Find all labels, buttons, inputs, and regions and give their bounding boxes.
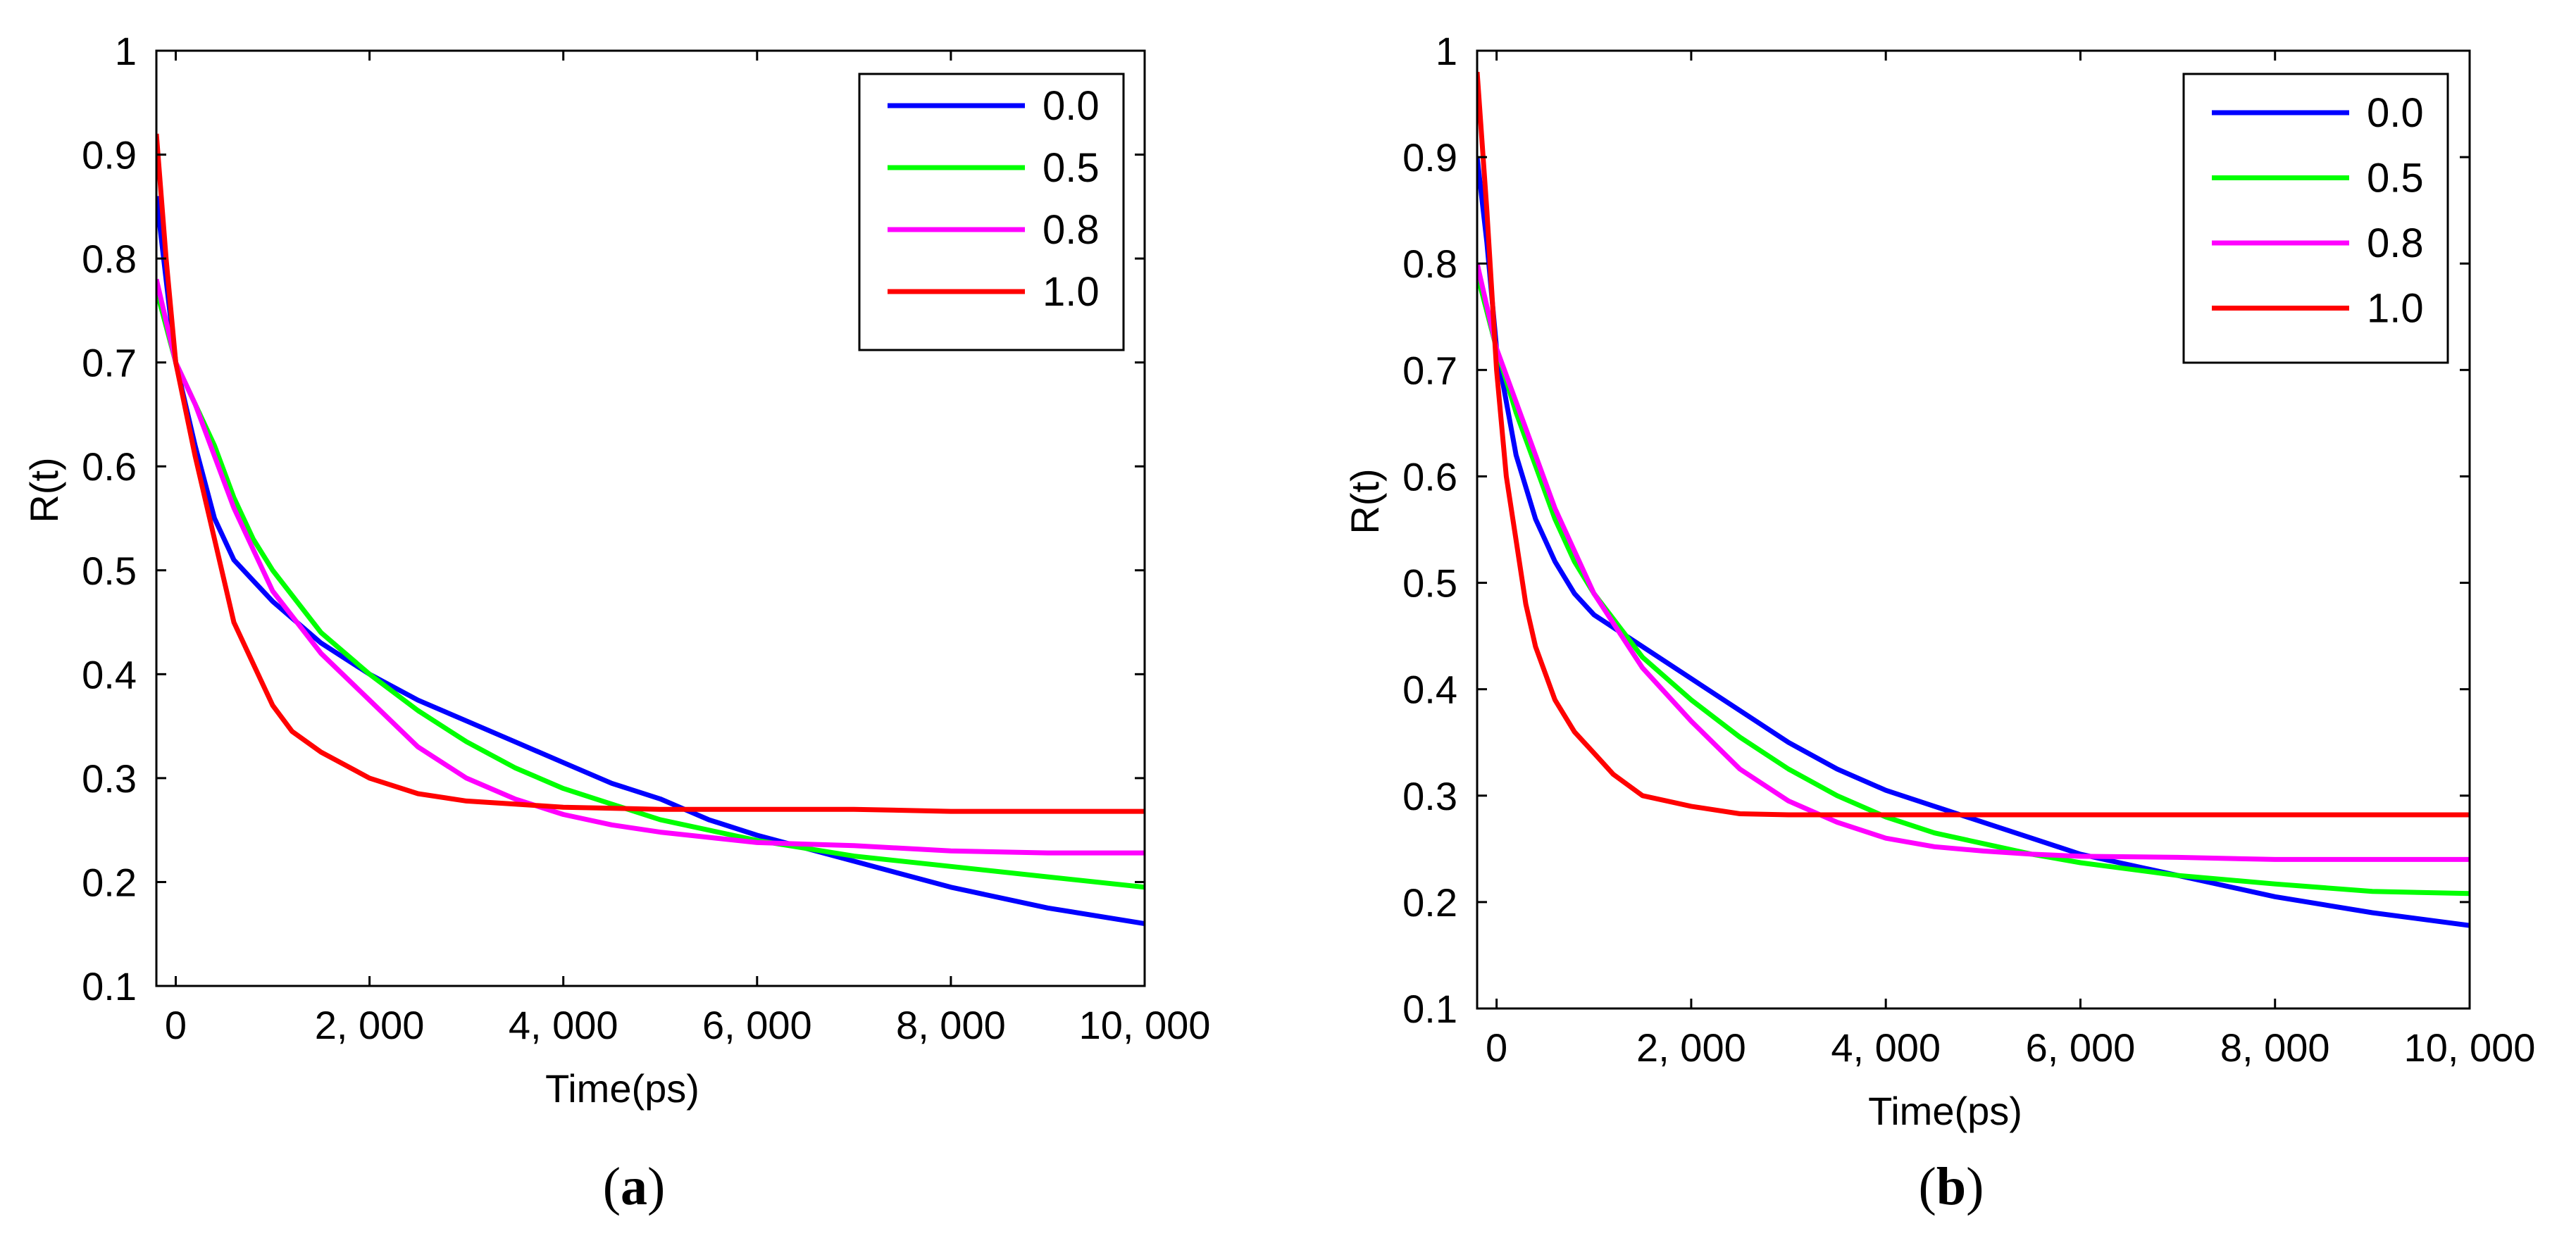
y-tick-label: 1 bbox=[1436, 29, 1457, 73]
y-tick-label: 0.7 bbox=[1402, 348, 1457, 392]
x-tick-label: 0 bbox=[1486, 1025, 1507, 1070]
legend-label: 0.0 bbox=[2367, 90, 2424, 136]
y-tick-label: 0.5 bbox=[1402, 561, 1457, 606]
x-axis-label: Time(ps) bbox=[545, 1066, 699, 1111]
panel-caption: (a) bbox=[603, 1157, 666, 1216]
x-tick-label: 8, 000 bbox=[2220, 1025, 2330, 1070]
plot-frame bbox=[1476, 49, 2471, 1010]
y-tick-label: 0.8 bbox=[82, 237, 137, 281]
x-axis-label: Time(ps) bbox=[1868, 1089, 2022, 1133]
legend-label: 0.8 bbox=[2367, 220, 2424, 266]
y-tick-label: 1 bbox=[115, 29, 137, 73]
x-tick-label: 4, 000 bbox=[1831, 1025, 1941, 1070]
caption-letter: a bbox=[621, 1157, 647, 1216]
chart-panel-a: 0.1 0.2 0.3 0.4 0.5 0.6 0.7 0.8 0.9 1 0 2, 000 4, 00… bbox=[22, 29, 1211, 1216]
y-tick-label: 0.8 bbox=[1402, 242, 1457, 286]
x-tick-label: 8, 000 bbox=[896, 1003, 1006, 1047]
legend-box bbox=[858, 73, 1125, 351]
y-tick-label: 0.3 bbox=[1402, 774, 1457, 818]
x-tick-label: 4, 000 bbox=[509, 1003, 618, 1047]
y-tick-label: 0.3 bbox=[82, 756, 137, 801]
series-line-0.0 bbox=[1477, 156, 2470, 928]
x-tick-label: 6, 000 bbox=[702, 1003, 812, 1047]
y-axis-label: R(t) bbox=[22, 457, 66, 523]
legend-label: 0.5 bbox=[1043, 145, 1100, 191]
panel-caption: (b) bbox=[1919, 1157, 1984, 1216]
series-line-0.8 bbox=[1477, 263, 2470, 862]
y-tick-label: 0.9 bbox=[82, 133, 137, 177]
legend-label: 0.5 bbox=[2367, 156, 2424, 201]
legend-label: 0.0 bbox=[1043, 83, 1100, 129]
y-tick-label: 0.5 bbox=[82, 549, 137, 593]
legend-label: 1.0 bbox=[2367, 286, 2424, 332]
series-line-0.5 bbox=[156, 289, 1145, 890]
legend-label: 0.8 bbox=[1043, 207, 1100, 253]
series-line-1.0 bbox=[1477, 71, 2470, 818]
y-tick-label: 0.2 bbox=[1402, 880, 1457, 925]
y-tick-label: 0.4 bbox=[1402, 668, 1457, 712]
plot-frame bbox=[155, 49, 1146, 987]
x-tick-label: 10, 000 bbox=[1079, 1003, 1211, 1047]
legend-label: 1.0 bbox=[1043, 269, 1100, 315]
x-tick-label: 2, 000 bbox=[1636, 1025, 1746, 1070]
y-tick-label: 0.2 bbox=[82, 860, 137, 904]
series-line-0.5 bbox=[1477, 273, 2470, 897]
caption-paren-open: ( bbox=[1919, 1157, 1936, 1216]
chart-panel-b: 0.1 0.2 0.3 0.4 0.5 0.6 0.7 0.8 0.9 1 0 2, 000 4, 00… bbox=[1343, 29, 2536, 1216]
series-line-0.8 bbox=[156, 278, 1145, 856]
caption-letter: b bbox=[1936, 1157, 1966, 1216]
x-tick-label: 6, 000 bbox=[2026, 1025, 2136, 1070]
x-tick-label: 0 bbox=[165, 1003, 187, 1047]
y-tick-label: 0.7 bbox=[82, 341, 137, 385]
y-tick-label: 0.9 bbox=[1402, 135, 1457, 180]
y-tick-label: 0.6 bbox=[1402, 454, 1457, 499]
y-tick-label: 0.1 bbox=[1402, 987, 1457, 1031]
series-line-1.0 bbox=[156, 133, 1145, 814]
y-tick-label: 0.6 bbox=[82, 444, 137, 489]
y-tick-label: 0.1 bbox=[82, 964, 137, 1008]
y-axis-label: R(t) bbox=[1343, 468, 1387, 534]
caption-paren-close: ) bbox=[647, 1157, 665, 1216]
caption-paren-close: ) bbox=[1966, 1157, 1984, 1216]
x-tick-label: 2, 000 bbox=[315, 1003, 425, 1047]
caption-paren-open: ( bbox=[603, 1157, 621, 1216]
legend-box bbox=[2182, 73, 2449, 364]
y-tick-label: 0.4 bbox=[82, 652, 137, 697]
x-tick-label: 10, 000 bbox=[2404, 1025, 2536, 1070]
